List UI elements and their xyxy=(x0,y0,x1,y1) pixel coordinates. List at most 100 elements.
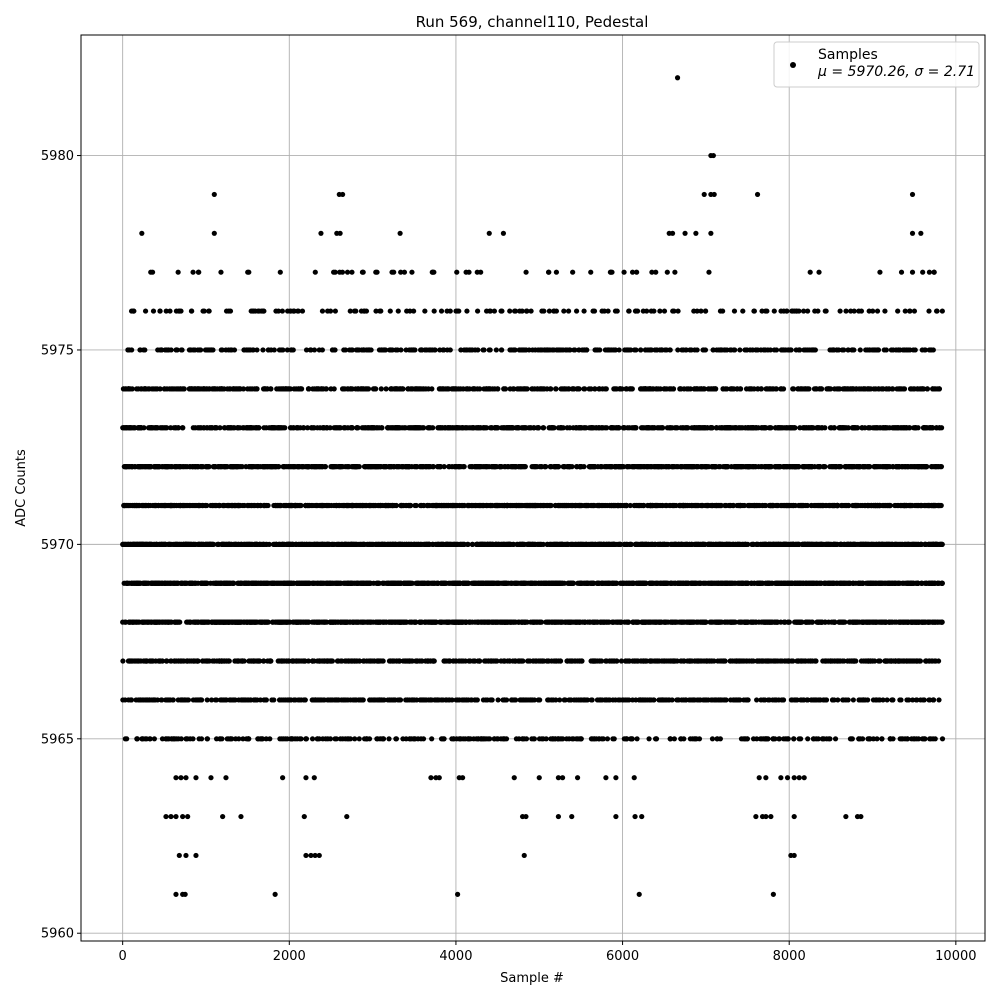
data-point xyxy=(189,308,195,314)
data-point xyxy=(759,308,765,314)
data-point xyxy=(711,191,717,198)
data-point xyxy=(566,347,572,353)
data-point xyxy=(648,308,654,314)
data-point xyxy=(429,386,435,392)
data-point xyxy=(812,347,818,353)
data-point xyxy=(163,464,169,470)
data-point xyxy=(532,386,538,392)
data-point xyxy=(613,775,619,781)
data-point xyxy=(771,347,777,353)
data-point xyxy=(181,386,187,392)
data-point xyxy=(151,502,157,509)
data-point xyxy=(175,269,181,275)
data-point xyxy=(487,308,494,314)
data-point xyxy=(441,464,447,470)
data-point xyxy=(311,347,318,353)
data-point xyxy=(603,386,609,392)
data-point xyxy=(926,308,932,314)
data-point xyxy=(578,502,584,509)
data-point xyxy=(152,464,158,470)
data-point xyxy=(926,269,933,275)
data-point xyxy=(290,425,296,431)
data-point xyxy=(722,502,728,509)
data-point xyxy=(834,386,840,392)
data-point xyxy=(219,386,226,392)
data-point xyxy=(555,813,562,820)
data-point xyxy=(523,813,529,820)
data-point xyxy=(920,386,926,392)
data-point xyxy=(167,308,173,314)
data-point xyxy=(306,386,312,392)
data-point xyxy=(361,347,367,353)
data-point xyxy=(126,464,132,470)
data-point xyxy=(934,308,940,314)
data-point xyxy=(180,813,186,820)
data-point xyxy=(378,464,384,470)
data-point xyxy=(226,502,232,509)
data-point xyxy=(319,502,325,509)
data-point xyxy=(747,347,753,353)
data-point xyxy=(474,308,481,314)
data-point xyxy=(337,464,343,470)
data-point xyxy=(162,502,168,509)
data-point xyxy=(376,347,383,353)
data-point xyxy=(543,464,549,470)
data-point xyxy=(164,425,170,431)
data-point xyxy=(512,347,518,353)
data-point xyxy=(360,269,366,275)
data-point xyxy=(609,464,615,470)
data-point xyxy=(664,269,670,275)
data-point xyxy=(561,386,568,392)
data-point xyxy=(204,347,210,353)
data-point xyxy=(586,386,592,392)
data-point xyxy=(853,386,859,392)
data-point xyxy=(498,464,505,470)
data-point xyxy=(647,347,653,353)
data-point xyxy=(626,308,632,314)
data-point xyxy=(287,502,293,509)
data-point xyxy=(702,308,709,314)
data-point xyxy=(221,425,227,431)
data-point xyxy=(679,347,685,353)
data-point xyxy=(644,308,650,314)
data-point xyxy=(193,852,199,859)
data-point xyxy=(672,269,678,275)
data-point xyxy=(245,347,251,353)
data-point xyxy=(588,425,594,431)
data-point xyxy=(424,502,430,509)
data-point xyxy=(919,347,925,353)
data-point xyxy=(671,502,677,509)
data-point xyxy=(541,308,547,314)
data-point xyxy=(397,386,403,392)
data-point xyxy=(250,308,257,314)
data-point xyxy=(722,464,728,470)
data-point xyxy=(713,425,720,431)
data-point xyxy=(157,425,163,431)
data-point xyxy=(237,425,243,431)
data-point xyxy=(706,541,712,547)
data-point xyxy=(811,386,818,392)
data-point xyxy=(137,347,143,353)
data-point xyxy=(192,464,198,470)
data-point xyxy=(412,386,418,392)
data-point xyxy=(122,425,128,431)
data-point xyxy=(845,386,851,392)
data-point xyxy=(483,308,490,314)
data-point xyxy=(437,425,443,431)
data-point xyxy=(201,425,207,431)
data-point xyxy=(514,425,520,431)
data-point xyxy=(816,464,822,470)
data-point xyxy=(220,813,226,820)
data-point xyxy=(500,502,506,509)
data-point xyxy=(628,347,634,353)
data-point xyxy=(514,386,521,392)
data-point xyxy=(853,541,859,547)
data-point xyxy=(423,386,429,392)
data-point xyxy=(731,347,737,353)
data-point xyxy=(253,386,259,392)
data-point xyxy=(406,347,412,353)
data-point xyxy=(866,386,873,392)
data-point xyxy=(632,813,638,820)
data-point xyxy=(447,347,453,353)
data-point xyxy=(573,541,579,547)
